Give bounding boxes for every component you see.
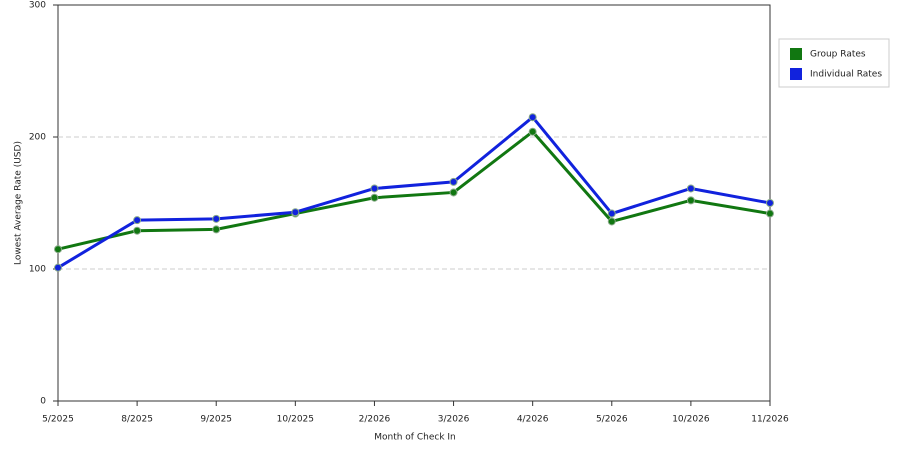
point: [528, 127, 537, 136]
point: [212, 225, 221, 234]
point: [54, 263, 62, 272]
y-tick-label: 300: [29, 1, 46, 11]
x-tick-label: 4/2026: [517, 415, 549, 425]
point: [370, 193, 379, 202]
point: [528, 113, 537, 122]
point: [686, 196, 695, 205]
legend-swatch: [790, 48, 802, 60]
legend-label: Group Rates: [810, 50, 866, 60]
point: [212, 214, 221, 223]
point: [449, 188, 458, 197]
point: [133, 216, 142, 225]
point: [686, 184, 695, 193]
point: [291, 208, 300, 217]
point: [607, 217, 616, 226]
x-tick-label: 11/2026: [751, 415, 789, 425]
legend-label: Individual Rates: [810, 70, 882, 80]
x-tick-label: 10/2025: [277, 415, 314, 425]
y-tick-label: 0: [40, 397, 46, 407]
x-tick-label: 5/2026: [596, 415, 628, 425]
y-tick-label: 200: [29, 133, 46, 143]
y-axis-label: Lowest Average Rate (USD): [14, 141, 24, 265]
x-axis-label: Month of Check In: [374, 433, 456, 443]
x-tick-label: 3/2026: [438, 415, 470, 425]
point: [766, 199, 774, 207]
point: [133, 226, 142, 235]
point: [449, 177, 458, 186]
x-tick-label: 8/2025: [121, 415, 153, 425]
series-line: [57, 130, 771, 251]
point: [54, 245, 62, 254]
x-tick-label: 2/2026: [359, 415, 391, 425]
point: [607, 209, 616, 218]
plot-frame: [57, 4, 771, 402]
x-tick-label: 9/2025: [200, 415, 232, 425]
x-tick-label: 5/2025: [42, 415, 74, 425]
point: [370, 184, 379, 193]
point: [766, 209, 774, 218]
y-tick-label: 100: [29, 265, 46, 275]
legend-swatch: [790, 68, 802, 80]
series-line: [57, 115, 771, 269]
x-tick-label: 10/2026: [672, 415, 710, 425]
